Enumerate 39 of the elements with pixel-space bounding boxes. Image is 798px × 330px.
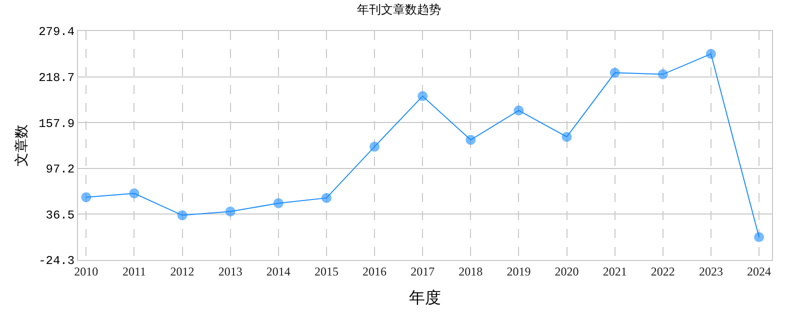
point bbox=[706, 48, 716, 59]
x-tick-label: 2012 bbox=[170, 264, 194, 278]
x-tick-label: 2018 bbox=[458, 264, 483, 278]
x-tick-label: 2017 bbox=[410, 264, 435, 278]
x-tick-label: 2014 bbox=[266, 264, 290, 278]
x-tick-label: 2021 bbox=[602, 264, 627, 278]
x-tick-label: 2024 bbox=[747, 264, 772, 278]
point bbox=[129, 188, 140, 198]
point bbox=[610, 68, 620, 78]
point bbox=[370, 142, 380, 152]
point bbox=[658, 69, 668, 80]
point bbox=[562, 132, 572, 142]
y-axis-title: 文章数 bbox=[14, 124, 30, 166]
chart-title: 年刊文章数趋势 bbox=[357, 2, 441, 16]
y-tick-label: 97.2 bbox=[46, 162, 75, 177]
point bbox=[754, 232, 764, 242]
y-tick-label: 36.5 bbox=[46, 208, 75, 222]
x-axis-title: 年度 bbox=[409, 289, 441, 308]
x-tick-label: 2015 bbox=[314, 264, 338, 278]
point bbox=[321, 192, 332, 203]
point bbox=[418, 91, 428, 102]
y-tick-label: 279.4 bbox=[38, 25, 75, 40]
point bbox=[273, 198, 284, 208]
y-tick-label: 218.7 bbox=[38, 70, 75, 85]
point bbox=[81, 192, 92, 202]
x-tick-label: 2013 bbox=[218, 264, 242, 278]
y-tick-label: -24.3 bbox=[38, 254, 75, 268]
x-tick-label: 2022 bbox=[650, 264, 675, 278]
point bbox=[514, 105, 524, 116]
x-tick-label: 2023 bbox=[698, 264, 723, 278]
point bbox=[466, 134, 476, 145]
point bbox=[177, 210, 188, 220]
x-tick-label: 2020 bbox=[554, 264, 579, 278]
point bbox=[225, 206, 236, 217]
x-tick-label: 2016 bbox=[362, 264, 387, 278]
x-tick-label: 2011 bbox=[122, 264, 146, 278]
y-tick-label: 157.9 bbox=[38, 116, 75, 131]
x-tick-label: 2019 bbox=[506, 264, 531, 278]
x-tick-label: 2010 bbox=[74, 264, 98, 278]
